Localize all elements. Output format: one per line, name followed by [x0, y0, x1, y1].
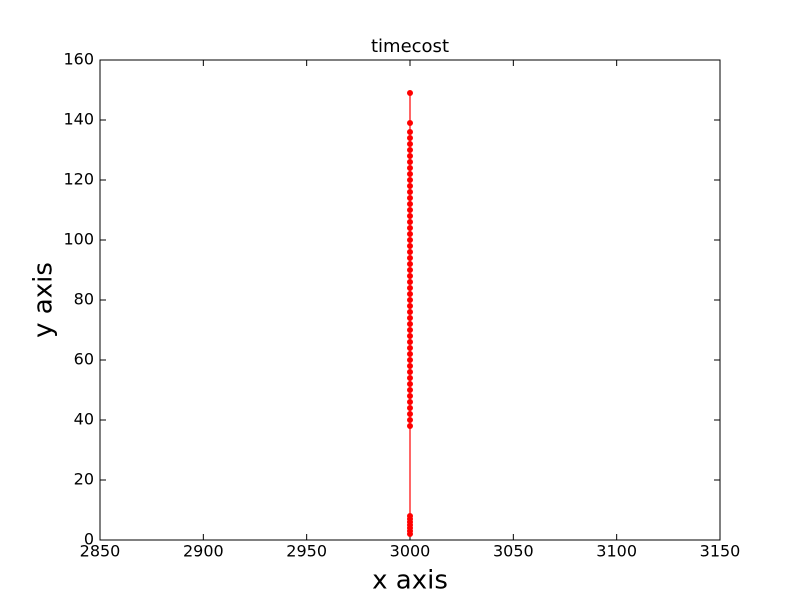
marker [407, 531, 413, 537]
marker [407, 321, 413, 327]
marker [407, 153, 413, 159]
y-tick-label: 40 [74, 410, 94, 429]
marker [407, 357, 413, 363]
marker [407, 261, 413, 267]
marker [407, 159, 413, 165]
marker [407, 231, 413, 237]
x-tick-label: 3050 [493, 542, 534, 561]
y-tick-label: 160 [63, 50, 94, 69]
marker [407, 201, 413, 207]
marker [407, 165, 413, 171]
marker [407, 183, 413, 189]
marker [407, 135, 413, 141]
y-tick-label: 80 [74, 290, 94, 309]
x-tick-label: 3100 [596, 542, 637, 561]
marker [407, 363, 413, 369]
marker [407, 393, 413, 399]
y-tick-label: 0 [84, 530, 94, 549]
marker [407, 309, 413, 315]
marker [407, 90, 413, 96]
marker [407, 255, 413, 261]
marker [407, 387, 413, 393]
y-tick-label: 120 [63, 170, 94, 189]
marker [407, 129, 413, 135]
marker [407, 237, 413, 243]
marker [407, 147, 413, 153]
marker [407, 333, 413, 339]
marker [407, 351, 413, 357]
y-tick-label: 100 [63, 230, 94, 249]
y-axis-label: y axis [29, 262, 59, 338]
marker [407, 225, 413, 231]
marker [407, 417, 413, 423]
marker [407, 405, 413, 411]
x-tick-label: 2850 [80, 542, 121, 561]
marker [407, 120, 413, 126]
marker [407, 381, 413, 387]
y-tick-label: 60 [74, 350, 94, 369]
marker [407, 291, 413, 297]
marker [407, 267, 413, 273]
marker [407, 207, 413, 213]
marker [407, 177, 413, 183]
marker [407, 189, 413, 195]
marker [407, 399, 413, 405]
x-tick-label: 3150 [700, 542, 741, 561]
marker [407, 285, 413, 291]
marker [407, 249, 413, 255]
marker [407, 411, 413, 417]
x-tick-label: 2900 [183, 542, 224, 561]
marker [407, 375, 413, 381]
marker [407, 327, 413, 333]
marker [407, 303, 413, 309]
marker [407, 369, 413, 375]
marker [407, 423, 413, 429]
marker [407, 297, 413, 303]
x-tick-label: 2950 [286, 542, 327, 561]
y-tick-label: 140 [63, 110, 94, 129]
marker [407, 171, 413, 177]
marker [407, 213, 413, 219]
plot-frame [99, 59, 721, 541]
marker [407, 219, 413, 225]
marker [407, 141, 413, 147]
marker [407, 195, 413, 201]
chart-title: timecost [371, 36, 449, 57]
marker [407, 315, 413, 321]
marker [407, 273, 413, 279]
x-axis-label: x axis [372, 566, 448, 596]
marker [407, 345, 413, 351]
x-tick-label: 3000 [390, 542, 431, 561]
marker [407, 279, 413, 285]
marker [407, 243, 413, 249]
marker [407, 339, 413, 345]
y-tick-label: 20 [74, 470, 94, 489]
